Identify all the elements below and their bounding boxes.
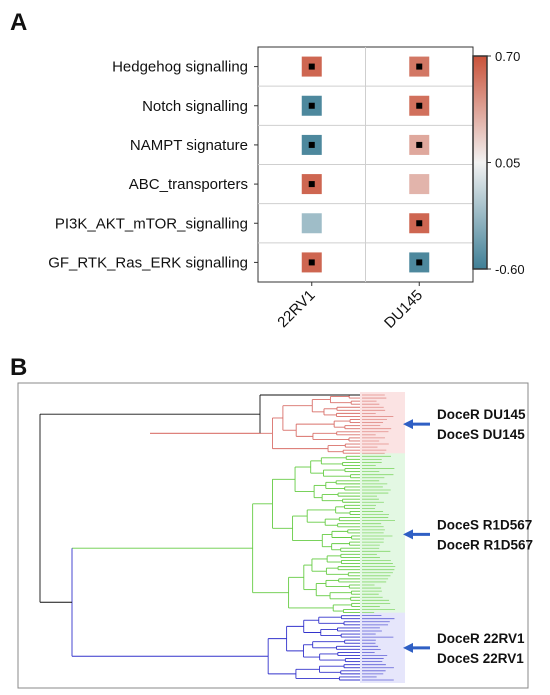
annotation-arrowhead bbox=[403, 419, 413, 430]
column-label: 22RV1 bbox=[274, 287, 318, 331]
significance-marker bbox=[308, 63, 315, 70]
cluster-label: DoceS 22RV1 bbox=[437, 651, 524, 666]
panel-b-letter: B bbox=[10, 354, 27, 381]
row-label: Notch signalling bbox=[142, 98, 248, 115]
significance-marker bbox=[416, 220, 423, 227]
dendrogram-leaf-labels bbox=[362, 394, 396, 681]
row-label: GF_RTK_Ras_ERK signalling bbox=[48, 254, 248, 271]
heatmap-cell bbox=[301, 213, 322, 234]
row-label: NAMPT signature bbox=[130, 137, 248, 154]
leaf-label-band bbox=[360, 392, 405, 457]
column-label: DU145 bbox=[381, 287, 426, 332]
dendrogram-frame bbox=[17, 382, 529, 689]
colorbar-tick-label: -0.60 bbox=[495, 262, 525, 277]
leaf-label-band bbox=[360, 453, 405, 616]
significance-marker bbox=[308, 141, 315, 148]
annotation-arrowhead bbox=[403, 529, 413, 540]
colorbar: 0.70 0.05 -0.60 bbox=[472, 49, 525, 277]
row-label: ABC_transporters bbox=[129, 176, 248, 193]
significance-marker bbox=[416, 102, 423, 109]
colorbar-tick-label: 0.70 bbox=[495, 49, 520, 64]
colorbar-tick-label: 0.05 bbox=[495, 156, 520, 171]
colorbar-bar bbox=[472, 55, 488, 270]
row-label: Hedgehog signalling bbox=[112, 59, 248, 76]
heatmap-cells bbox=[301, 56, 430, 273]
significance-marker bbox=[308, 102, 315, 109]
dendrogram-panel: DoceR DU145 DoceS DU145 DoceS R1D567 DoceR … bbox=[17, 382, 533, 689]
heatmap-column-labels: 22RV1 DU145 bbox=[274, 282, 426, 332]
heatmap-cell bbox=[409, 174, 430, 195]
significance-marker bbox=[308, 181, 315, 188]
dendrogram-tree bbox=[39, 394, 360, 681]
heatmap-row-labels: Hedgehog signalling Notch signalling NAMPT… bbox=[48, 59, 258, 271]
cluster-label: DoceR R1D567 bbox=[437, 537, 533, 552]
heatmap-grid bbox=[258, 47, 473, 282]
cluster-label: DoceR DU145 bbox=[437, 407, 526, 422]
heatmap-panel: Hedgehog signalling Notch signalling NAMPT… bbox=[48, 46, 525, 332]
row-label: PI3K_AKT_mTOR_signalling bbox=[55, 215, 248, 232]
significance-marker bbox=[416, 141, 423, 148]
leaf-label-shading bbox=[360, 392, 405, 683]
significance-marker bbox=[416, 63, 423, 70]
cluster-label: DoceS DU145 bbox=[437, 427, 525, 442]
cluster-label: DoceR 22RV1 bbox=[437, 631, 525, 646]
annotation-arrowhead bbox=[403, 642, 413, 653]
leaf-label-band bbox=[360, 612, 405, 683]
panel-a-letter: A bbox=[10, 9, 27, 36]
cluster-annotations: DoceR DU145 DoceS DU145 DoceS R1D567 DoceR … bbox=[403, 407, 533, 666]
significance-marker bbox=[416, 259, 423, 266]
significance-marker bbox=[308, 259, 315, 266]
cluster-label: DoceS R1D567 bbox=[437, 517, 532, 532]
